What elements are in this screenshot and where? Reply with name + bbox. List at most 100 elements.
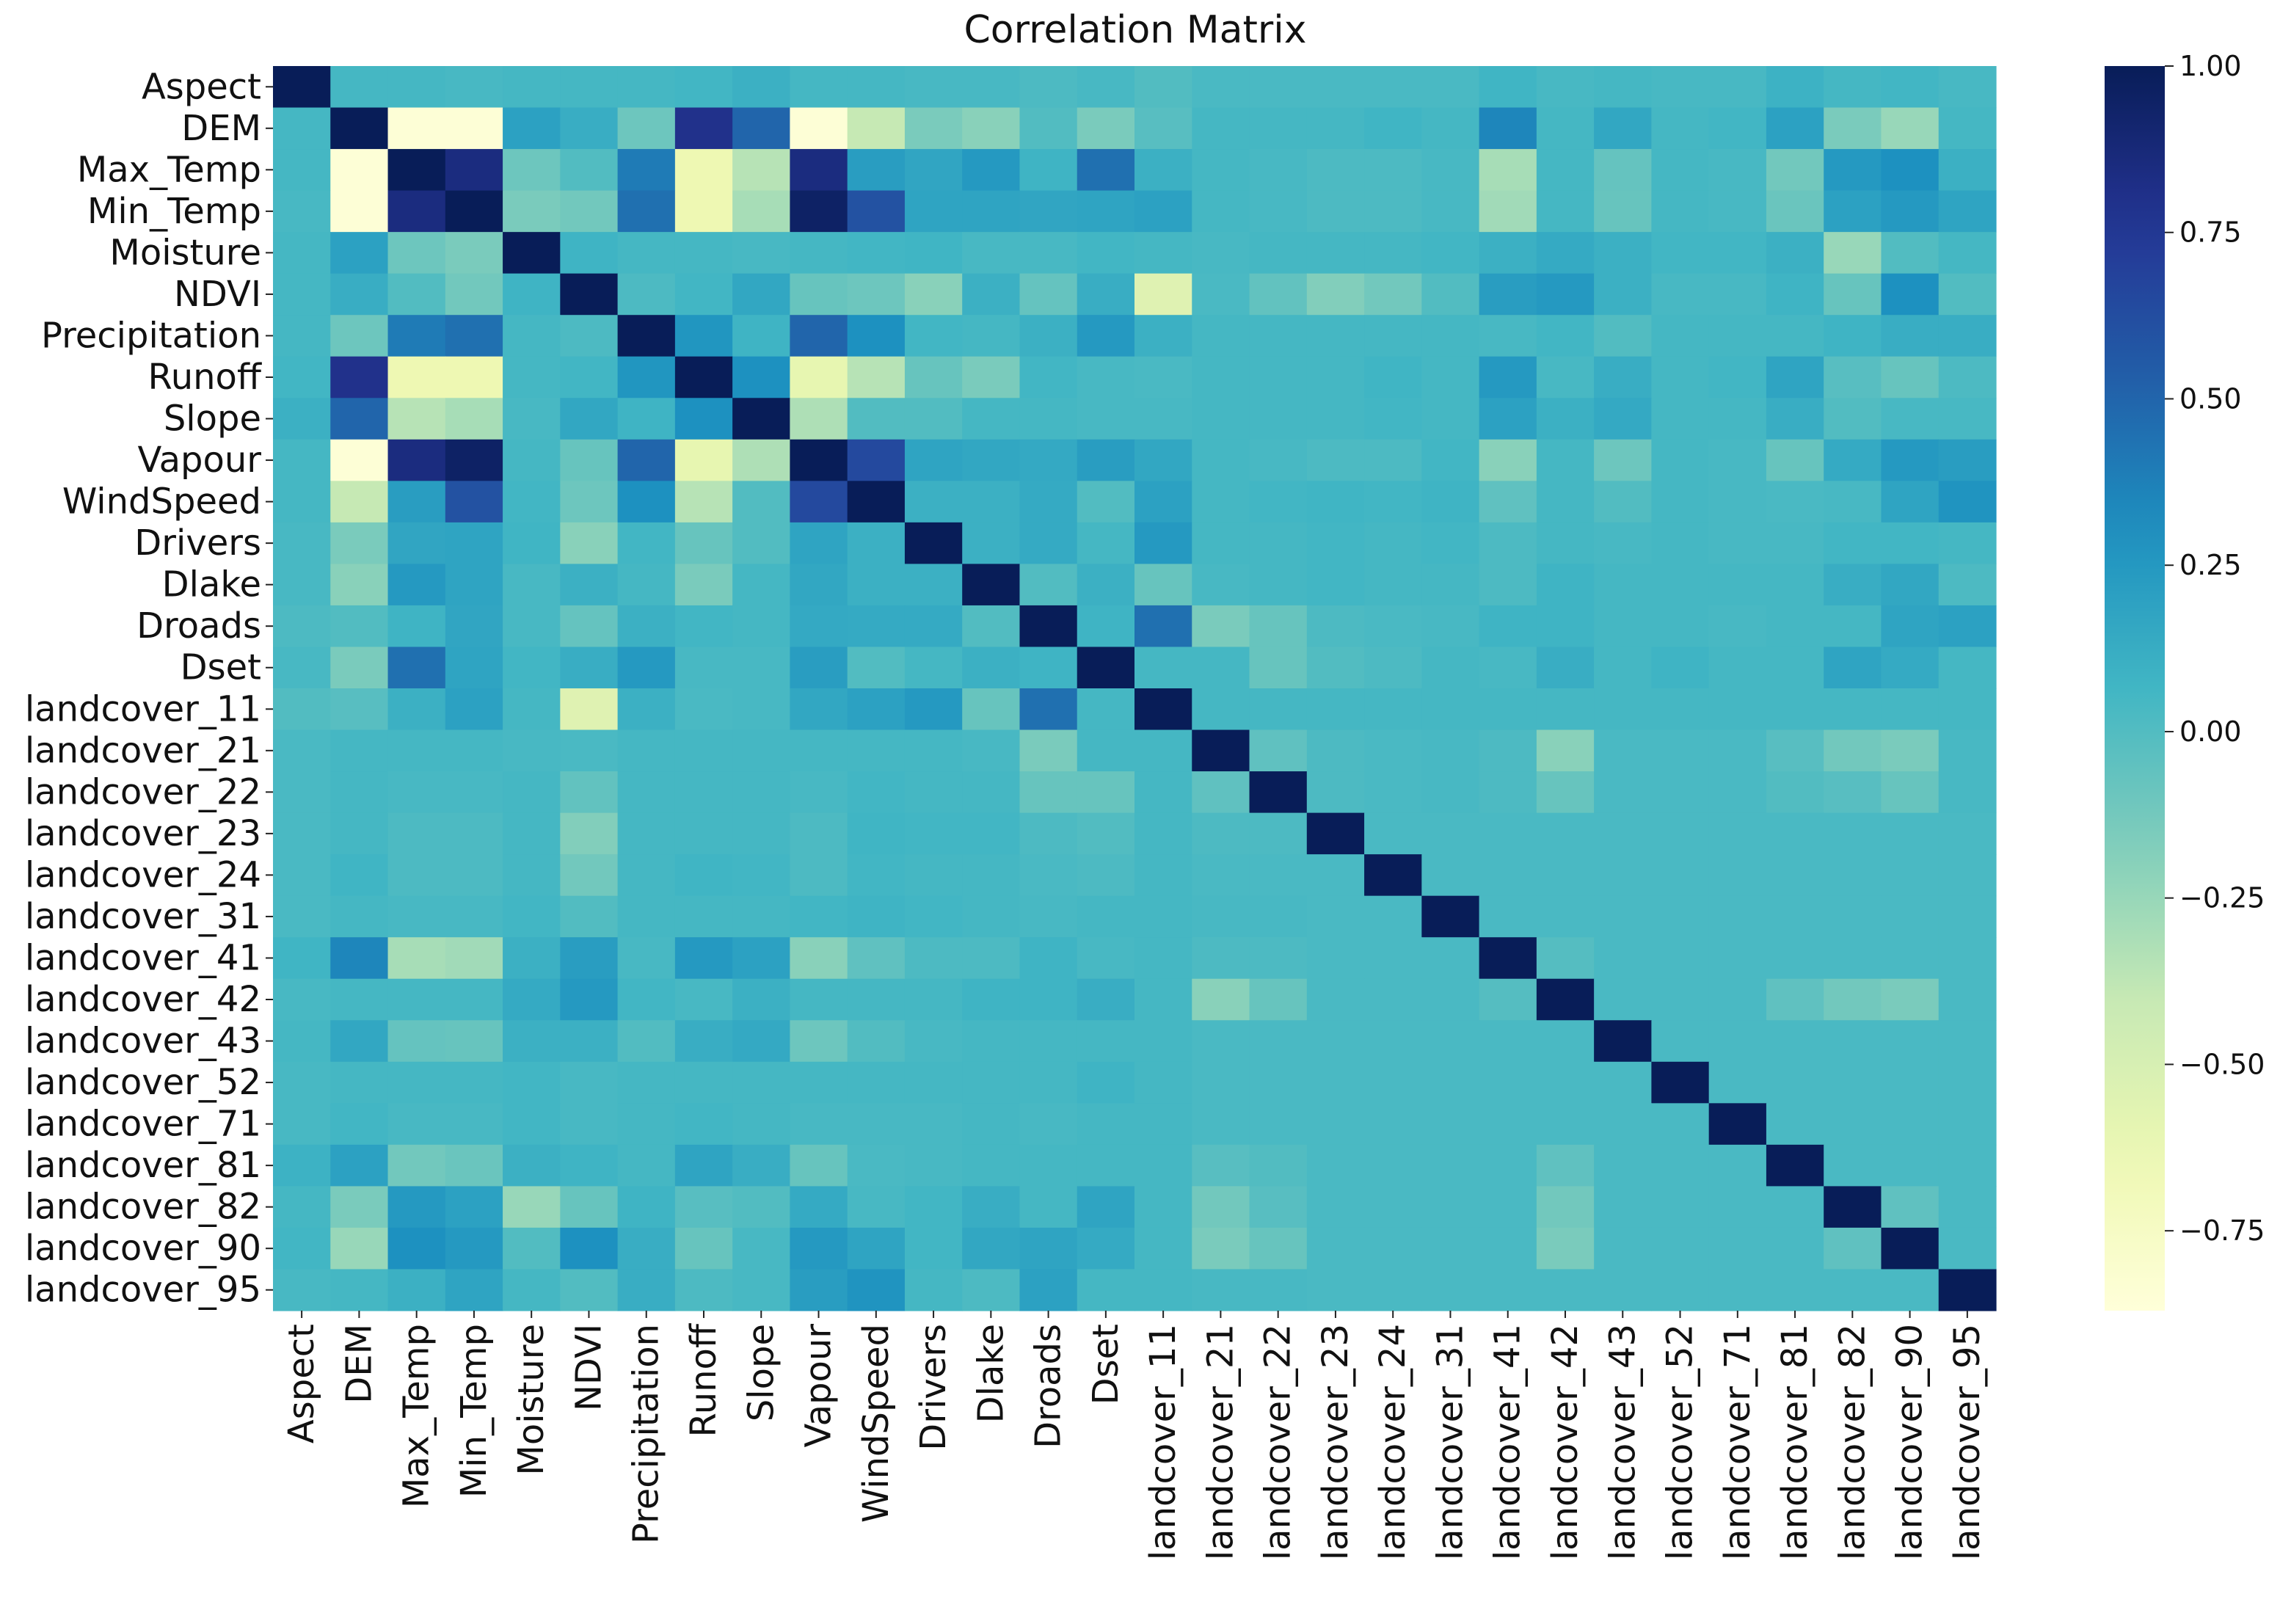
heatmap-cell: [790, 647, 848, 689]
heatmap-cell: [1249, 605, 1308, 648]
heatmap-cell: [904, 812, 963, 855]
heatmap-cell: [1306, 190, 1365, 233]
heatmap-cell: [1938, 729, 1997, 772]
heatmap-cell: [273, 647, 331, 689]
heatmap-cell: [1594, 315, 1652, 357]
heatmap-cell: [330, 895, 389, 938]
colorbar-tick-label: 0.75: [2179, 216, 2242, 249]
heatmap-cell: [674, 1061, 733, 1104]
heatmap-cell: [962, 854, 1021, 897]
heatmap-cell: [445, 605, 503, 648]
heatmap-cell: [1881, 1061, 1940, 1104]
heatmap-cell: [1708, 315, 1767, 357]
heatmap-cell: [1019, 1269, 1078, 1311]
heatmap-cell: [330, 107, 389, 150]
heatmap-cell: [1134, 688, 1192, 731]
heatmap-cell: [445, 273, 503, 316]
heatmap-cell: [790, 812, 848, 855]
heatmap-cell: [732, 895, 790, 938]
heatmap-cell: [1479, 522, 1537, 564]
heatmap-cell: [1019, 1103, 1078, 1146]
heatmap-cell: [1306, 812, 1365, 855]
heatmap-cell: [1421, 812, 1480, 855]
heatmap-cell: [790, 439, 848, 481]
heatmap-cell: [1766, 66, 1824, 109]
heatmap-cell: [330, 564, 389, 606]
heatmap-cell: [1536, 273, 1595, 316]
heatmap-cell: [1766, 605, 1824, 648]
heatmap-cell: [847, 771, 906, 814]
heatmap-cell: [1708, 522, 1767, 564]
heatmap-cell: [790, 273, 848, 316]
heatmap-cell: [1594, 232, 1652, 274]
heatmap-cell: [1536, 1269, 1595, 1311]
heatmap-cell: [962, 66, 1021, 109]
heatmap-cell: [790, 1144, 848, 1187]
heatmap-cell: [1479, 1103, 1537, 1146]
heatmap-cell: [1306, 647, 1365, 689]
x-tick-label: landcover_31: [1429, 1324, 1471, 1560]
heatmap-cell: [732, 812, 790, 855]
heatmap-cell: [1421, 522, 1480, 564]
heatmap-cell: [790, 1269, 848, 1311]
x-tick-label: landcover_52: [1660, 1324, 1701, 1560]
heatmap-cell: [1249, 854, 1308, 897]
heatmap-cell: [387, 356, 446, 398]
heatmap-cell: [674, 481, 733, 523]
heatmap-cell: [330, 1061, 389, 1104]
heatmap-cell: [1306, 978, 1365, 1021]
heatmap-cell: [904, 1269, 963, 1311]
heatmap-cell: [503, 190, 561, 233]
heatmap-cell: [732, 398, 790, 440]
heatmap-cell: [387, 771, 446, 814]
heatmap-cell: [1824, 190, 1882, 233]
heatmap-cell: [560, 439, 619, 481]
heatmap-cell: [847, 647, 906, 689]
heatmap-cell: [1938, 149, 1997, 192]
heatmap-cell: [1364, 1061, 1422, 1104]
heatmap-cell: [1651, 1186, 1710, 1228]
heatmap-cell: [503, 1227, 561, 1270]
heatmap-cell: [273, 771, 331, 814]
heatmap-cell: [560, 190, 619, 233]
y-axis-tick-labels: AspectDEMMax_TempMin_TempMoistureNDVIPre…: [25, 66, 273, 1311]
heatmap-cell: [1134, 522, 1192, 564]
heatmap-cell: [387, 522, 446, 564]
heatmap-cell: [273, 66, 331, 109]
y-tick-label: landcover_21: [25, 730, 261, 771]
heatmap-cell: [790, 895, 848, 938]
heatmap-cell: [962, 315, 1021, 357]
heatmap-cell: [1077, 895, 1135, 938]
heatmap-cell: [847, 315, 906, 357]
heatmap-cell: [1077, 107, 1135, 150]
heatmap-cell: [445, 1020, 503, 1063]
heatmap-cell: [1019, 149, 1078, 192]
heatmap-cell: [1938, 398, 1997, 440]
heatmap-cell: [387, 854, 446, 897]
heatmap-cell: [790, 190, 848, 233]
heatmap-cell: [1938, 771, 1997, 814]
heatmap-cell: [1192, 190, 1250, 233]
heatmap-cell: [1651, 1020, 1710, 1063]
heatmap-cell: [560, 1227, 619, 1270]
heatmap-cell: [1249, 1227, 1308, 1270]
heatmap-cell: [1766, 315, 1824, 357]
heatmap-cell: [904, 481, 963, 523]
heatmap-cell: [1134, 315, 1192, 357]
heatmap-cell: [1881, 564, 1940, 606]
heatmap-cell: [445, 107, 503, 150]
heatmap-cell: [1421, 481, 1480, 523]
heatmap-cell: [387, 729, 446, 772]
heatmap-cell: [387, 688, 446, 731]
heatmap-cell: [387, 107, 446, 150]
heatmap-cell: [1134, 356, 1192, 398]
heatmap-cell: [387, 564, 446, 606]
heatmap-cell: [1192, 978, 1250, 1021]
heatmap-cell: [503, 1103, 561, 1146]
heatmap-cell: [273, 107, 331, 150]
heatmap-cell: [1708, 1269, 1767, 1311]
heatmap-cell: [1019, 315, 1078, 357]
heatmap-cell: [1938, 107, 1997, 150]
heatmap-cell: [962, 439, 1021, 481]
heatmap-cell: [1479, 232, 1537, 274]
